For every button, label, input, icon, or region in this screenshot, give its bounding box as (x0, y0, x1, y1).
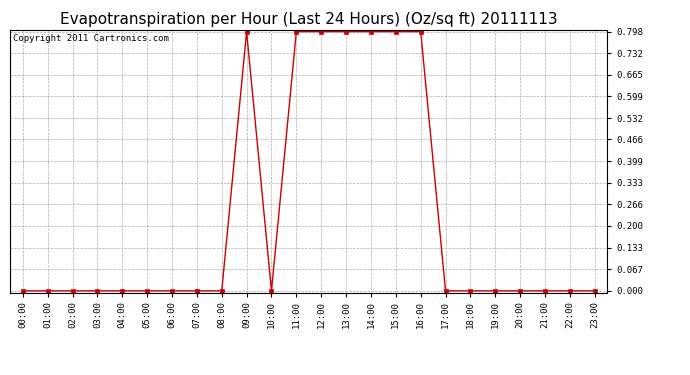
Title: Evapotranspiration per Hour (Last 24 Hours) (Oz/sq ft) 20111113: Evapotranspiration per Hour (Last 24 Hou… (60, 12, 558, 27)
Text: Copyright 2011 Cartronics.com: Copyright 2011 Cartronics.com (13, 34, 169, 43)
